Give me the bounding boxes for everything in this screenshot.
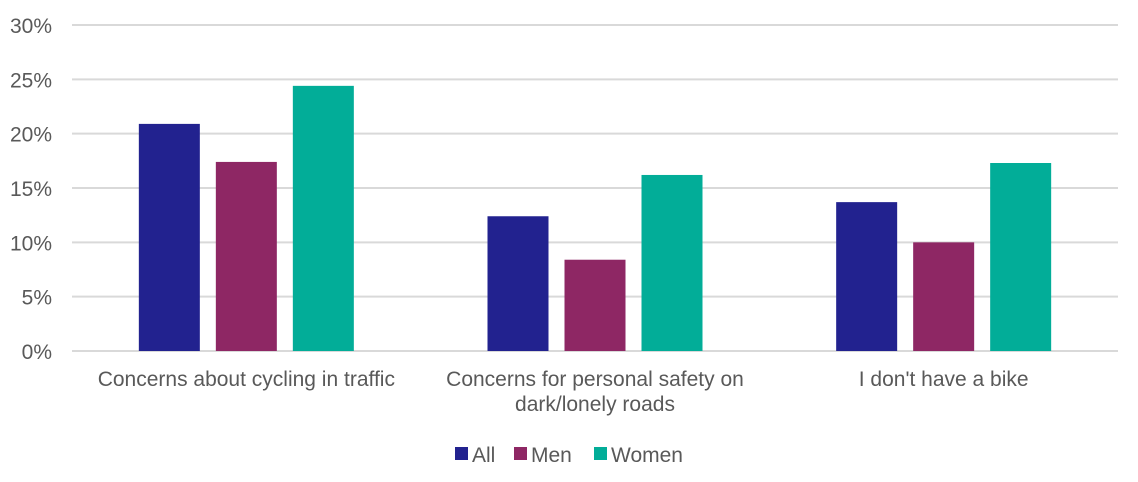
- bars: [138, 85, 1052, 352]
- legend-label: All: [472, 444, 495, 467]
- legend-swatch: [594, 447, 607, 460]
- y-tick-label: 30%: [10, 15, 52, 38]
- y-tick-label: 15%: [10, 178, 52, 201]
- legend: All Men Women: [455, 444, 683, 467]
- bar-all: [487, 216, 549, 351]
- y-tick-label: 10%: [10, 232, 52, 255]
- bar-all: [138, 123, 200, 352]
- x-category-label: I don't have a bike: [859, 368, 1029, 391]
- x-category-label: Concerns for personal safety on: [446, 368, 744, 391]
- x-category-label: dark/lonely roads: [515, 393, 675, 416]
- y-tick-label: 20%: [10, 124, 52, 147]
- bar-women: [990, 163, 1052, 351]
- bar-women: [292, 85, 354, 351]
- y-tick-label: 25%: [10, 69, 52, 92]
- y-axis-ticks: 0% 5% 10% 15% 20% 25% 30%: [10, 15, 52, 364]
- bar-men: [564, 259, 626, 351]
- legend-label: Women: [611, 444, 683, 467]
- legend-label: Men: [531, 444, 572, 467]
- x-axis-categories: Concerns about cycling in traffic Concern…: [98, 368, 1029, 416]
- legend-item-men: Men: [514, 444, 572, 467]
- bar-men: [215, 161, 277, 351]
- bar-men: [913, 242, 975, 351]
- y-tick-label: 0%: [22, 341, 52, 364]
- y-tick-label: 5%: [22, 287, 52, 310]
- legend-item-all: All: [455, 444, 495, 467]
- legend-swatch: [455, 447, 468, 460]
- legend-item-women: Women: [594, 444, 683, 467]
- x-category-label: Concerns about cycling in traffic: [98, 368, 395, 391]
- legend-swatch: [514, 447, 527, 460]
- bar-women: [641, 174, 703, 351]
- bar-all: [836, 202, 898, 351]
